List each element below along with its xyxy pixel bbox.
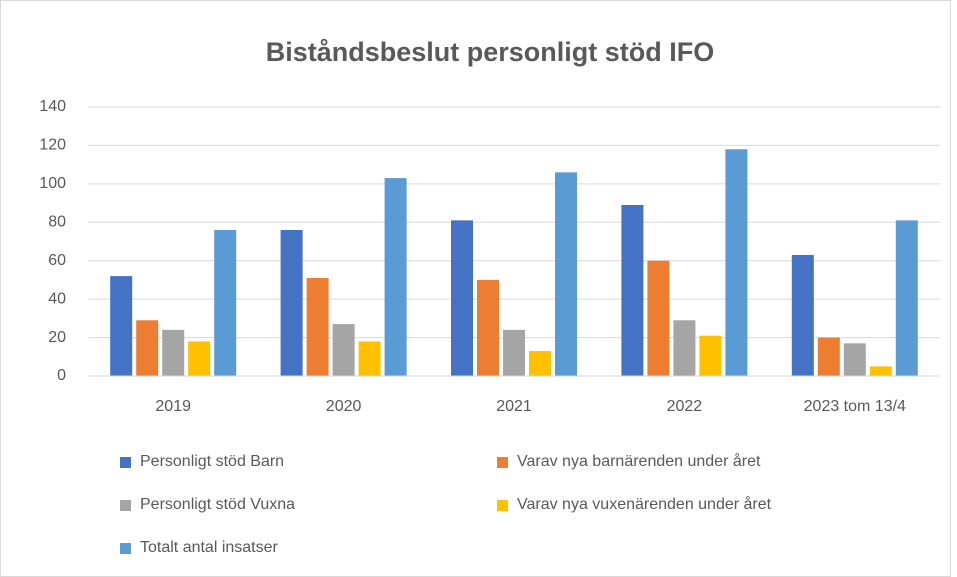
bar (725, 149, 748, 376)
y-tick-label: 120 (39, 137, 66, 154)
bar (188, 341, 211, 376)
chart-title: Biståndsbeslut personligt stöd IFO (266, 37, 715, 67)
y-tick-label: 100 (39, 175, 66, 192)
x-tick-label: 2023 tom 13/4 (804, 398, 906, 415)
x-tick-label: 2019 (155, 398, 191, 415)
bar (503, 329, 525, 376)
bar (451, 220, 473, 376)
legend-swatch (120, 500, 131, 511)
legend-label: Varav nya vuxenärenden under året (517, 495, 772, 513)
x-tick-label: 2020 (326, 398, 362, 415)
y-tick-label: 0 (57, 367, 66, 384)
legend-swatch (497, 457, 508, 468)
x-tick-label: 2021 (496, 398, 532, 415)
bar (214, 229, 237, 376)
bar (817, 337, 840, 376)
y-tick-label: 60 (48, 252, 66, 269)
y-tick-label: 140 (39, 98, 66, 115)
bar (869, 366, 892, 376)
legend-swatch (497, 500, 508, 511)
legend-label: Personligt stöd Vuxna (140, 496, 295, 513)
bar (791, 254, 814, 376)
bar (280, 229, 303, 376)
bar (136, 320, 159, 376)
legend-label: Personligt stöd Barn (140, 453, 284, 470)
x-tick-label: 2022 (667, 398, 703, 415)
y-tick-label: 80 (48, 214, 66, 231)
bar (332, 324, 355, 376)
bar (477, 279, 499, 376)
bar (647, 260, 670, 376)
bar (529, 351, 551, 376)
bar (673, 320, 696, 376)
bar (384, 178, 407, 376)
bar (895, 220, 918, 376)
bar (699, 335, 722, 376)
bar (110, 276, 133, 376)
bar (555, 172, 577, 376)
legend-swatch (120, 543, 131, 554)
bar (306, 278, 329, 376)
bar (621, 204, 644, 376)
legend-label: Totalt antal insatser (140, 539, 279, 556)
legend-label: Varav nya barnärenden under året (517, 452, 761, 470)
legend-swatch (120, 457, 131, 468)
bar (358, 341, 381, 376)
y-tick-label: 40 (48, 290, 66, 307)
bar (162, 329, 185, 376)
bar (843, 343, 866, 376)
y-tick-label: 20 (48, 329, 66, 346)
